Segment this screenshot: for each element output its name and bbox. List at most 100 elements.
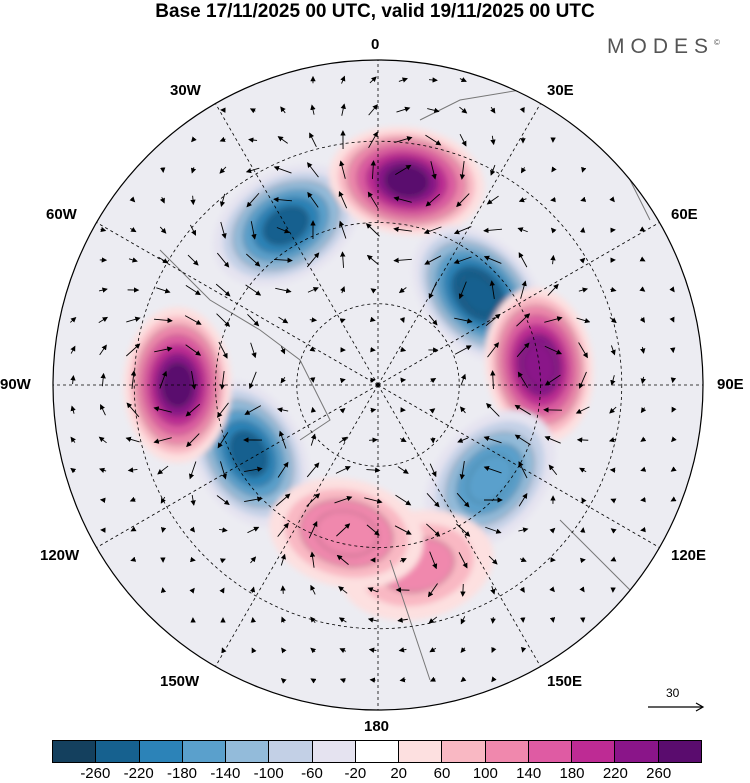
- wind-arrow: [398, 77, 408, 83]
- wind-arrow: [544, 345, 563, 355]
- wind-arrow: [128, 257, 138, 263]
- wind-arrow: [306, 493, 321, 507]
- colorbar-tick-label: 260: [646, 765, 672, 782]
- colorbar-tick-label: 20: [390, 765, 407, 782]
- wind-arrow: [608, 437, 617, 443]
- wind-arrow: [219, 558, 226, 564]
- wind-arrow: [310, 433, 316, 446]
- brand-mark: ©: [714, 38, 720, 47]
- wind-arrow: [154, 346, 173, 353]
- wind-arrow: [370, 288, 377, 294]
- wind-arrow: [280, 106, 286, 114]
- wind-arrow: [454, 345, 472, 355]
- wind-arrow: [185, 344, 202, 356]
- wind-arrow: [578, 342, 588, 359]
- wind-arrow: [339, 678, 346, 684]
- wind-arrow: [370, 346, 376, 353]
- wind-arrow: [244, 466, 263, 472]
- wind-arrow: [428, 314, 438, 326]
- wind-arrow: [217, 432, 229, 449]
- wind-arrow: [550, 196, 556, 203]
- wind-arrow: [427, 583, 438, 598]
- wind-arrow: [100, 404, 106, 416]
- wind-arrow: [640, 376, 646, 384]
- colorbar-swatch: [658, 741, 701, 762]
- wind-arrow: [393, 257, 412, 264]
- wind-arrow: [310, 584, 316, 595]
- wind-arrow: [309, 317, 318, 323]
- wind-arrow: [549, 586, 555, 593]
- wind-arrow: [670, 496, 677, 502]
- wind-arrow: [394, 136, 413, 143]
- wind-arrow: [490, 135, 496, 146]
- wind-arrow: [309, 551, 316, 568]
- brand-name: MODES: [607, 35, 715, 58]
- wind-arrow: [187, 254, 199, 266]
- wind-arrow: [456, 193, 470, 208]
- wind-arrow: [610, 345, 616, 356]
- colorbar-swatch: [442, 741, 486, 762]
- wind-arrow: [429, 408, 436, 414]
- wind-arrow: [160, 587, 167, 593]
- wind-arrow: [399, 558, 407, 563]
- wind-arrow: [307, 191, 319, 208]
- wind-arrow: [460, 676, 467, 683]
- wind-arrow: [544, 436, 561, 444]
- wind-arrow: [639, 226, 646, 232]
- wind-arrow: [399, 317, 405, 324]
- pole-marker: [376, 383, 380, 387]
- lon-label-90w: 90W: [0, 376, 31, 393]
- wind-arrow: [368, 131, 378, 149]
- wind-arrow: [395, 164, 412, 176]
- wind-arrow: [517, 227, 528, 233]
- wind-arrow: [273, 196, 293, 203]
- wind-arrow: [575, 406, 590, 414]
- wind-arrow: [640, 496, 646, 503]
- wind-arrow: [460, 583, 466, 597]
- map-boundary: [52, 59, 704, 711]
- wind-arrow: [516, 313, 531, 327]
- colorbar-tick-label: 60: [433, 765, 451, 782]
- wind-arrow: [340, 103, 346, 116]
- wind-arrow: [306, 252, 320, 268]
- wind-arrow: [610, 528, 617, 534]
- wind-arrow: [485, 526, 502, 534]
- wind-arrow: [339, 378, 346, 384]
- wind-arrow: [520, 167, 527, 174]
- wind-arrow: [367, 587, 378, 593]
- wind-arrow: [126, 316, 141, 323]
- wind-arrow: [487, 342, 500, 358]
- colorbar-swatch: [485, 741, 529, 762]
- wind-arrow: [153, 406, 172, 413]
- anomaly-contour: [262, 206, 309, 245]
- wind-arrow: [483, 465, 502, 474]
- wind-arrow: [369, 316, 376, 322]
- colorbar-swatch: [96, 741, 140, 762]
- wind-arrow: [423, 226, 442, 235]
- colorbar-tick-label: 100: [472, 765, 498, 782]
- wind-arrow: [250, 617, 257, 623]
- lon-label-120e: 120E: [671, 547, 707, 564]
- wind-arrow: [485, 313, 501, 327]
- meridian-line: [377, 222, 660, 386]
- map-title: Base 17/11/2025 00 UTC, valid 19/11/2025…: [155, 1, 595, 22]
- wind-arrow: [338, 220, 347, 239]
- colorbar-tick-label: -220: [123, 765, 154, 782]
- wind-arrow: [426, 523, 441, 537]
- wind-arrow: [518, 197, 527, 203]
- wind-arrow: [400, 346, 407, 352]
- wind-arrow: [393, 196, 412, 203]
- wind-arrow: [639, 256, 646, 262]
- wind-arrow: [219, 166, 227, 174]
- wind-arrow: [578, 371, 587, 389]
- wind-arrow: [310, 406, 317, 413]
- wind-arrow: [453, 256, 472, 265]
- wind-arrow: [339, 407, 346, 414]
- wind-arrow: [396, 106, 411, 113]
- wind-arrow: [186, 433, 200, 448]
- wind-arrow: [490, 106, 496, 114]
- wind-arrow: [579, 227, 586, 233]
- wind-arrow: [310, 647, 317, 654]
- wind-arrow: [519, 557, 527, 562]
- wind-vectors: [70, 75, 677, 684]
